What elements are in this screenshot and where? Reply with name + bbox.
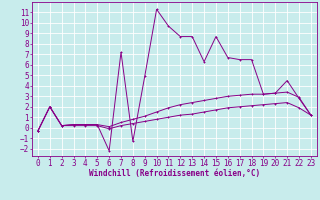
X-axis label: Windchill (Refroidissement éolien,°C): Windchill (Refroidissement éolien,°C) <box>89 169 260 178</box>
